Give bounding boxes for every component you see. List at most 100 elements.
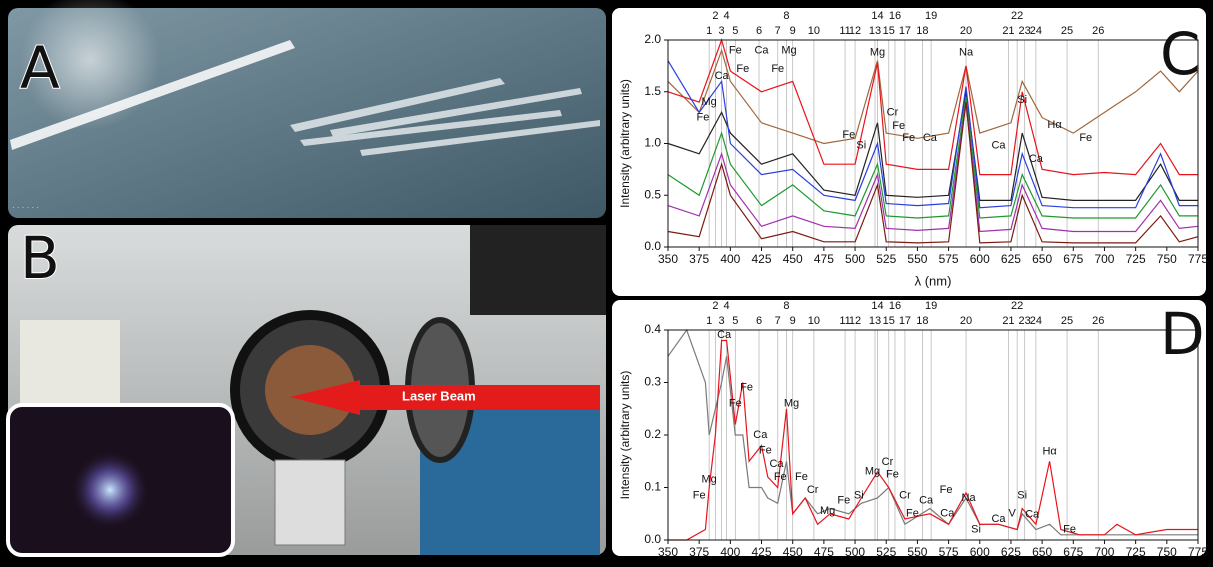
line-label: 19: [925, 10, 937, 22]
electric-box: [275, 460, 345, 545]
element-label: Fe: [795, 471, 808, 483]
line-label: 26: [1092, 25, 1104, 37]
line-label: 5: [732, 315, 738, 327]
element-label: Fe: [693, 489, 706, 501]
figure: · · · · · · A Laser Beam B C D 123456789…: [0, 0, 1213, 562]
x-tick-label: 775: [1188, 252, 1208, 266]
element-label: Fe: [842, 129, 855, 141]
element-label: Cr: [899, 489, 911, 501]
element-label: Mg: [702, 474, 717, 486]
element-label: Hα: [1042, 446, 1057, 458]
line-label: 17: [899, 315, 911, 327]
y-axis-label: Intensity (arbitrary units): [618, 371, 632, 500]
element-label: V: [1009, 508, 1017, 520]
line-label: 8: [783, 10, 789, 22]
line-label: 7: [775, 25, 781, 37]
y-tick-label: 0.0: [644, 239, 661, 253]
element-label: Ca: [717, 329, 732, 341]
line-label: 24: [1030, 315, 1042, 327]
line-label: 22: [1011, 300, 1023, 312]
y-tick-label: 0.5: [644, 187, 661, 201]
x-tick-label: 725: [1126, 252, 1146, 266]
x-tick-label: 375: [689, 545, 709, 559]
element-label: Mg: [784, 397, 799, 409]
line-label: 12: [849, 315, 861, 327]
element-label: Si: [1017, 489, 1027, 501]
x-tick-label: 575: [939, 252, 959, 266]
x-tick-label: 700: [1094, 252, 1114, 266]
x-tick-label: 525: [876, 545, 896, 559]
x-tick-label: 500: [845, 545, 865, 559]
x-tick-label: 550: [907, 252, 927, 266]
x-tick-label: 750: [1157, 252, 1177, 266]
x-axis-label: λ (nm): [915, 273, 952, 288]
line-label: 2: [712, 300, 718, 312]
element-label: Fe: [696, 112, 709, 124]
y-tick-label: 2.0: [644, 32, 661, 46]
panel-label: A: [20, 34, 60, 102]
element-label: Na: [962, 492, 977, 504]
line-label: 13: [869, 25, 881, 37]
x-tick-label: 500: [845, 252, 865, 266]
line-label: 16: [889, 300, 901, 312]
line-label: 20: [960, 315, 972, 327]
line-label: 26: [1092, 315, 1104, 327]
element-label: Fe: [837, 495, 850, 507]
element-label: Ca: [923, 132, 938, 144]
element-label: Mg: [870, 46, 885, 58]
element-label: Fe: [740, 382, 753, 394]
element-label: Na: [959, 46, 974, 58]
element-label: Fe: [759, 445, 772, 457]
line-label: 7: [775, 315, 781, 327]
y-tick-label: 0.4: [644, 322, 661, 336]
x-tick-label: 400: [720, 545, 740, 559]
y-tick-label: 1.0: [644, 136, 661, 150]
y-tick-label: 1.5: [644, 84, 661, 98]
y-tick-label: 0.3: [644, 375, 661, 389]
x-tick-label: 675: [1063, 252, 1083, 266]
element-label: Mg: [781, 44, 796, 56]
x-tick-label: 350: [658, 252, 678, 266]
timestamp: · · · · · ·: [12, 203, 39, 212]
line-label: 12: [849, 25, 861, 37]
x-tick-label: 675: [1063, 545, 1083, 559]
x-tick-label: 725: [1126, 545, 1146, 559]
element-label: Ca: [1025, 509, 1040, 521]
element-label: Si: [971, 523, 981, 535]
line-label: 4: [724, 300, 730, 312]
line-label: 5: [732, 25, 738, 37]
element-label: Cr: [887, 106, 899, 118]
element-label: Ca: [715, 70, 730, 82]
line-label: 3: [719, 25, 725, 37]
element-label: Fe: [906, 508, 919, 520]
panel-a: · · · · · · A: [8, 0, 606, 218]
line-label: 8: [783, 300, 789, 312]
x-tick-label: 525: [876, 252, 896, 266]
plasma: [70, 450, 150, 530]
element-label: Si: [1017, 94, 1027, 106]
line-label: 6: [756, 25, 762, 37]
element-label: Hα: [1047, 119, 1062, 131]
line-label: 21: [1002, 315, 1014, 327]
y-tick-label: 0.1: [644, 480, 661, 494]
line-label: 15: [883, 315, 895, 327]
x-tick-label: 600: [970, 545, 990, 559]
x-tick-label: 650: [1032, 252, 1052, 266]
line-label: 19: [925, 300, 937, 312]
element-label: Si: [854, 489, 864, 501]
element-label: Fe: [774, 471, 787, 483]
line-label: 22: [1011, 10, 1023, 22]
panel-label: B: [20, 224, 60, 292]
element-label: Fe: [1079, 132, 1092, 144]
x-tick-label: 650: [1032, 545, 1052, 559]
element-label: Fe: [902, 132, 915, 144]
x-tick-label: 600: [970, 252, 990, 266]
x-tick-label: 550: [907, 545, 927, 559]
x-tick-label: 375: [689, 252, 709, 266]
element-label: Cr: [882, 456, 894, 468]
line-label: 9: [790, 25, 796, 37]
x-tick-label: 450: [783, 545, 803, 559]
element-label: Mg: [702, 96, 717, 108]
element-label: Ca: [769, 458, 784, 470]
element-label: Fe: [736, 63, 749, 75]
